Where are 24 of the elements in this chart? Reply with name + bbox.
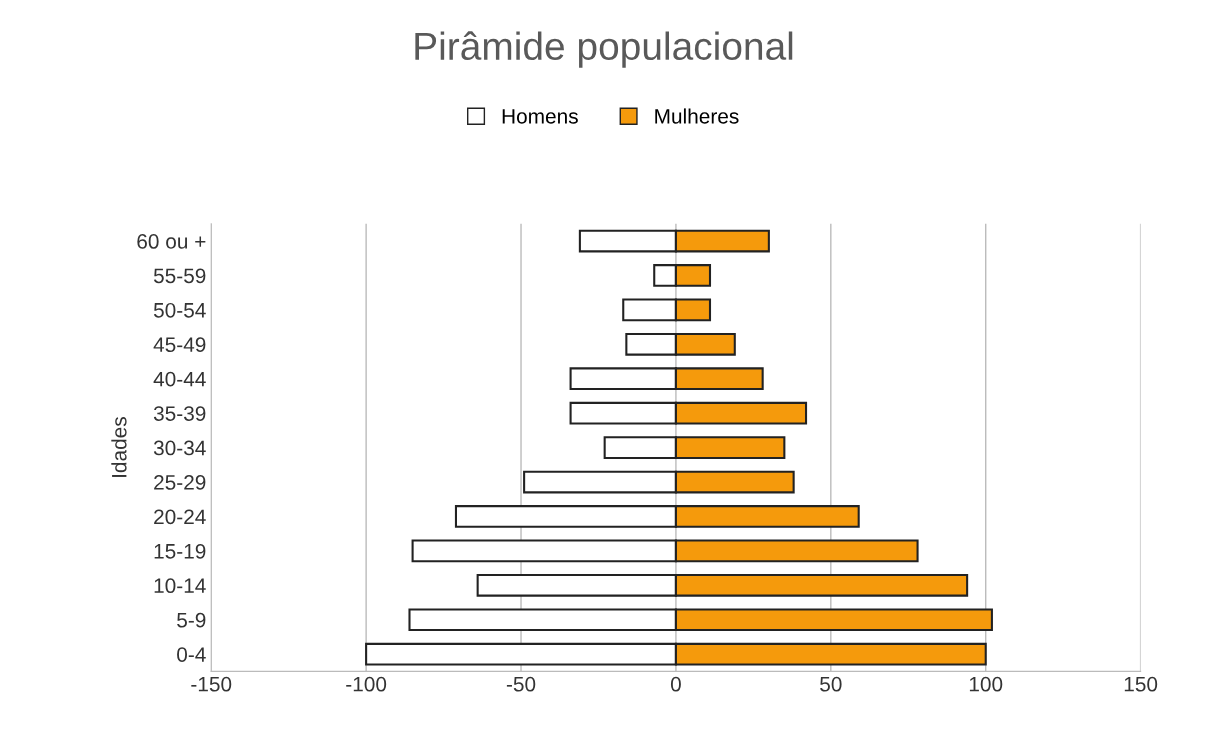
y-tick-label: 35-39 — [153, 406, 206, 421]
y-tick-label: 30-34 — [153, 440, 206, 456]
y-tick-label: 25-29 — [154, 475, 206, 490]
x-tick-label: -150 — [191, 676, 232, 692]
x-tick-label: -100 — [346, 676, 387, 692]
y-tick-label: 55-59 — [153, 268, 206, 284]
x-tick-label: 100 — [969, 676, 1003, 692]
x-tick-label: 0 — [670, 676, 681, 692]
y-tick-label: 0-4 — [177, 647, 206, 662]
y-tick-label: 20-24 — [154, 509, 206, 525]
legend-label: Mulheres — [655, 108, 739, 124]
x-tick-label: 50 — [820, 676, 842, 692]
y-tick-label: 15-19 — [154, 543, 206, 559]
y-tick-label: 10-14 — [154, 578, 206, 594]
y-tick-label: 50-54 — [153, 302, 206, 318]
y-axis-title: Idades — [111, 417, 127, 477]
y-tick-label: 60 ou + — [137, 234, 206, 249]
legend-label: Homens — [502, 109, 578, 124]
y-tick-label: 40-44 — [153, 371, 206, 387]
y-tick-label: 5-9 — [177, 612, 206, 628]
x-tick-label: 150 — [1124, 676, 1158, 692]
chart-title: Pirâmide populacional — [415, 31, 793, 68]
y-tick-label: 45-49 — [153, 337, 206, 353]
x-tick-label: -50 — [506, 676, 536, 692]
